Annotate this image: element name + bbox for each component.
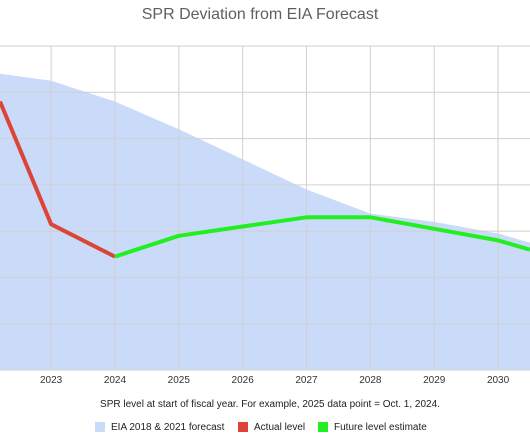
legend-swatch: [95, 422, 105, 432]
x-tick-label: 2026: [232, 375, 255, 386]
x-tick-label: 2025: [168, 375, 191, 386]
legend-label: Future level estimate: [334, 422, 427, 433]
x-axis-label: SPR level at start of fiscal year. For e…: [100, 399, 440, 410]
legend-label: EIA 2018 & 2021 forecast: [111, 422, 225, 433]
legend-swatch: [318, 422, 328, 432]
x-tick-label: 2030: [487, 375, 510, 386]
x-tick-label: 2029: [423, 375, 446, 386]
x-tick-label: 2023: [40, 375, 63, 386]
x-tick-label: 2028: [359, 375, 382, 386]
legend-swatch: [238, 422, 248, 432]
series-line-future-estimate: [114, 215, 530, 259]
legend-label: Actual level: [254, 422, 305, 433]
x-tick-label: 2024: [104, 375, 127, 386]
series-line-actual-level: [0, 100, 116, 259]
chart-title: SPR Deviation from EIA Forecast: [141, 6, 379, 23]
x-tick-label: 2027: [295, 375, 318, 386]
